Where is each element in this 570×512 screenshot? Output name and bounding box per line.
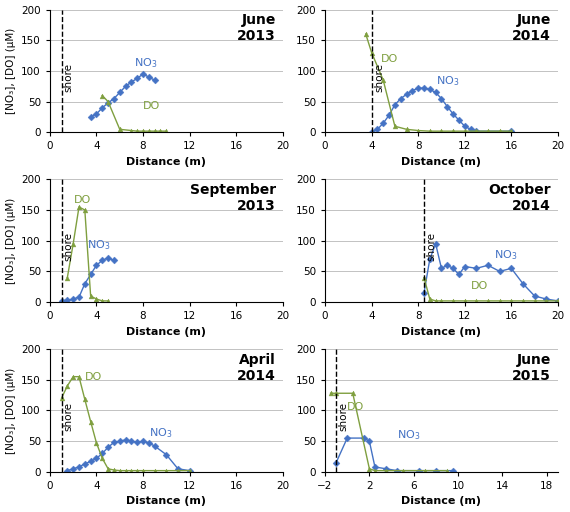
Text: NO$_3$: NO$_3$ xyxy=(397,428,421,442)
Text: shore: shore xyxy=(64,232,74,261)
X-axis label: Distance (m): Distance (m) xyxy=(127,327,206,337)
Text: shore: shore xyxy=(374,62,384,92)
Text: April
2014: April 2014 xyxy=(237,353,276,383)
X-axis label: Distance (m): Distance (m) xyxy=(127,497,206,506)
Text: DO: DO xyxy=(347,402,364,413)
Text: shore: shore xyxy=(339,402,348,431)
X-axis label: Distance (m): Distance (m) xyxy=(401,157,482,167)
Text: DO: DO xyxy=(381,54,398,64)
Text: DO: DO xyxy=(85,372,102,382)
Text: June
2013: June 2013 xyxy=(237,13,276,44)
Text: NO$_3$: NO$_3$ xyxy=(149,426,172,440)
Y-axis label: [NO₃], [DO] (μM): [NO₃], [DO] (μM) xyxy=(6,367,15,454)
X-axis label: Distance (m): Distance (m) xyxy=(401,497,482,506)
X-axis label: Distance (m): Distance (m) xyxy=(127,157,206,167)
Text: NO$_3$: NO$_3$ xyxy=(87,238,111,252)
Text: June
2014: June 2014 xyxy=(512,13,551,44)
Text: DO: DO xyxy=(74,195,92,205)
Text: DO: DO xyxy=(471,281,488,291)
Text: DO: DO xyxy=(143,101,160,111)
Text: September
2013: September 2013 xyxy=(190,183,276,213)
Text: June
2015: June 2015 xyxy=(512,353,551,383)
Text: shore: shore xyxy=(426,232,436,261)
Text: NO$_3$: NO$_3$ xyxy=(435,74,459,88)
X-axis label: Distance (m): Distance (m) xyxy=(401,327,482,337)
Text: October
2014: October 2014 xyxy=(488,183,551,213)
Text: NO$_3$: NO$_3$ xyxy=(494,248,518,262)
Text: shore: shore xyxy=(64,62,74,92)
Text: NO$_3$: NO$_3$ xyxy=(134,56,157,70)
Text: shore: shore xyxy=(64,402,74,431)
Y-axis label: [NO₃], [DO] (μM): [NO₃], [DO] (μM) xyxy=(6,28,15,114)
Y-axis label: [NO₃], [DO] (μM): [NO₃], [DO] (μM) xyxy=(6,198,15,284)
